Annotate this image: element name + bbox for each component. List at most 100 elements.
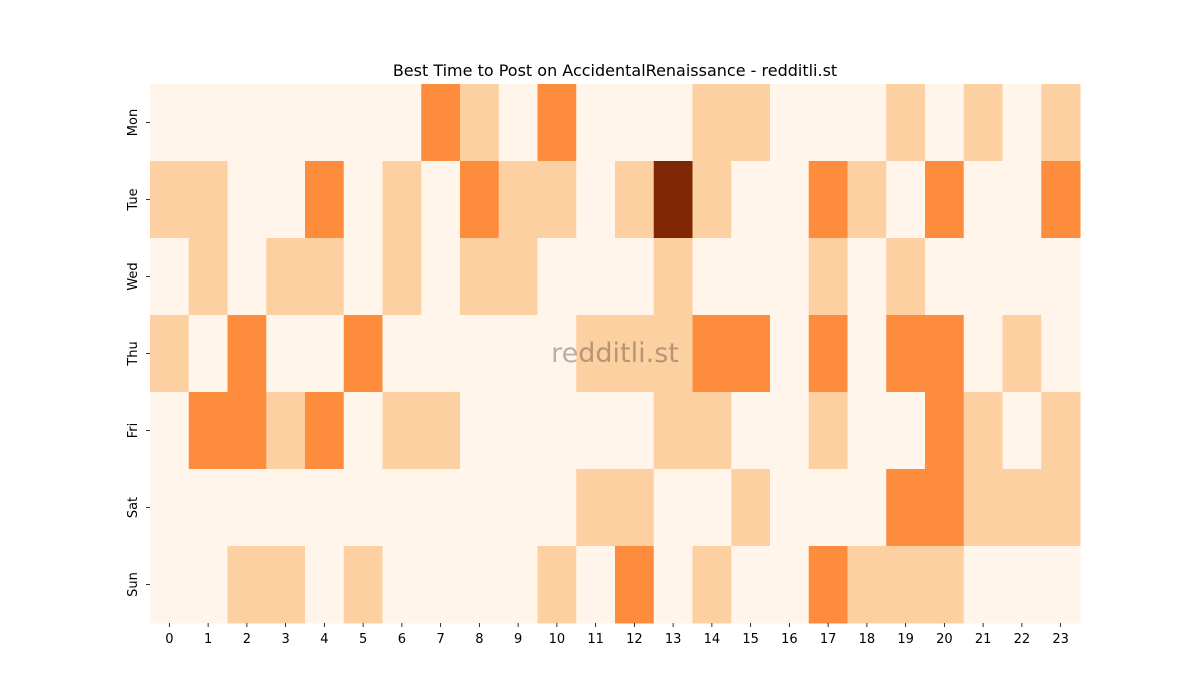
heatmap-cell-thu-19 (886, 315, 926, 393)
x-tick-label: 1 (204, 632, 212, 647)
heatmap-cell-wed-4 (305, 238, 345, 316)
x-tick-label: 23 (1052, 632, 1069, 647)
heatmap-cell-fri-7 (421, 392, 461, 470)
heatmap-cell-wed-22 (1002, 238, 1042, 316)
heatmap-cell-fri-22 (1002, 392, 1042, 470)
heatmap-cell-sun-3 (266, 546, 306, 624)
heatmap-cell-wed-20 (925, 238, 965, 316)
heatmap-cell-sat-2 (227, 469, 267, 547)
heatmap-cell-thu-6 (382, 315, 422, 393)
heatmap-cell-mon-4 (305, 84, 345, 162)
heatmap-cell-wed-11 (576, 238, 616, 316)
chart-title: Best Time to Post on AccidentalRenaissan… (393, 61, 837, 80)
heatmap-cell-wed-5 (343, 238, 383, 316)
heatmap-cell-thu-5 (343, 315, 383, 393)
heatmap-cell-tue-0 (150, 161, 190, 239)
heatmap-cell-sun-1 (188, 546, 228, 624)
heatmap-cell-mon-0 (150, 84, 190, 162)
heatmap-cell-mon-14 (692, 84, 732, 162)
heatmap-cell-sun-2 (227, 546, 267, 624)
heatmap-cell-sun-15 (731, 546, 771, 624)
heatmap-cell-wed-15 (731, 238, 771, 316)
heatmap-cell-fri-4 (305, 392, 345, 470)
heatmap-cell-thu-12 (615, 315, 655, 393)
heatmap-cell-sat-12 (615, 469, 655, 547)
heatmap-cell-thu-15 (731, 315, 771, 393)
x-tick-label: 15 (742, 632, 759, 647)
x-tick-label: 3 (281, 632, 289, 647)
heatmap-cell-thu-3 (266, 315, 306, 393)
heatmap-cell-mon-20 (925, 84, 965, 162)
heatmap-cell-mon-3 (266, 84, 306, 162)
heatmap-cell-fri-14 (692, 392, 732, 470)
heatmap-cell-tue-12 (615, 161, 655, 239)
x-tick-label: 18 (859, 632, 876, 647)
heatmap-cell-sun-12 (615, 546, 655, 624)
heatmap-cell-wed-13 (653, 238, 693, 316)
heatmap-cell-thu-2 (227, 315, 267, 393)
heatmap-cell-sat-19 (886, 469, 926, 547)
heatmap-cell-sat-6 (382, 469, 422, 547)
heatmap-cell-sat-15 (731, 469, 771, 547)
x-tick-label: 16 (781, 632, 798, 647)
heatmap-cell-sat-4 (305, 469, 345, 547)
x-tick-label: 12 (626, 632, 643, 647)
heatmap-cell-fri-12 (615, 392, 655, 470)
x-tick-label: 5 (359, 632, 367, 647)
x-axis-ticks: 0 1 2 3 4 5 6 7 8 9 10 11 12 13 14 15 16 17 18 19 20 21 22 23 (165, 623, 1069, 647)
heatmap-cell-fri-6 (382, 392, 422, 470)
heatmap-cell-sat-11 (576, 469, 616, 547)
heatmap-cell-thu-23 (1041, 315, 1081, 393)
heatmap-cell-thu-8 (460, 315, 500, 393)
heatmap-cell-mon-21 (963, 84, 1003, 162)
heatmap-cell-mon-16 (770, 84, 810, 162)
heatmap-cell-wed-19 (886, 238, 926, 316)
heatmap-cell-sun-6 (382, 546, 422, 624)
heatmap-cell-sat-0 (150, 469, 190, 547)
heatmap-cell-thu-20 (925, 315, 965, 393)
heatmap-cell-mon-6 (382, 84, 422, 162)
heatmap-cell-tue-3 (266, 161, 306, 239)
y-tick-label: Sun (126, 572, 141, 597)
heatmap-cell-wed-23 (1041, 238, 1081, 316)
heatmap-cell-sun-0 (150, 546, 190, 624)
heatmap-cell-mon-18 (847, 84, 887, 162)
x-tick-label: 4 (320, 632, 328, 647)
heatmap-cell-mon-15 (731, 84, 771, 162)
heatmap-cell-thu-7 (421, 315, 461, 393)
heatmap-cell-thu-10 (537, 315, 577, 393)
x-tick-label: 7 (436, 632, 444, 647)
heatmap-cell-sat-7 (421, 469, 461, 547)
watermark-text: redditli.st (551, 338, 679, 369)
heatmap-cell-sat-5 (343, 469, 383, 547)
heatmap-cell-sun-11 (576, 546, 616, 624)
x-tick-label: 0 (165, 632, 173, 647)
x-tick-label: 10 (549, 632, 566, 647)
heatmap-cell-tue-5 (343, 161, 383, 239)
heatmap-cell-fri-19 (886, 392, 926, 470)
heatmap-cell-wed-3 (266, 238, 306, 316)
heatmap-cell-sun-23 (1041, 546, 1081, 624)
heatmap-cell-sun-13 (653, 546, 693, 624)
heatmap-cell-tue-8 (460, 161, 500, 239)
heatmap-cell-sun-18 (847, 546, 887, 624)
heatmap-cell-tue-2 (227, 161, 267, 239)
x-tick-label: 13 (665, 632, 682, 647)
heatmap-cell-mon-10 (537, 84, 577, 162)
heatmap-cell-tue-17 (808, 161, 848, 239)
heatmap-cell-thu-21 (963, 315, 1003, 393)
heatmap-cell-wed-14 (692, 238, 732, 316)
heatmap-cell-mon-1 (188, 84, 228, 162)
heatmap-cell-thu-13 (653, 315, 693, 393)
heatmap-cell-mon-17 (808, 84, 848, 162)
x-tick-label: 19 (897, 632, 914, 647)
heatmap-cell-thu-16 (770, 315, 810, 393)
y-tick-label: Mon (126, 109, 141, 136)
heatmap-cell-tue-11 (576, 161, 616, 239)
heatmap-cell-fri-9 (498, 392, 538, 470)
heatmap-cell-sun-5 (343, 546, 383, 624)
heatmap-cell-wed-2 (227, 238, 267, 316)
y-tick-label: Tue (126, 188, 141, 211)
heatmap-cell-mon-23 (1041, 84, 1081, 162)
